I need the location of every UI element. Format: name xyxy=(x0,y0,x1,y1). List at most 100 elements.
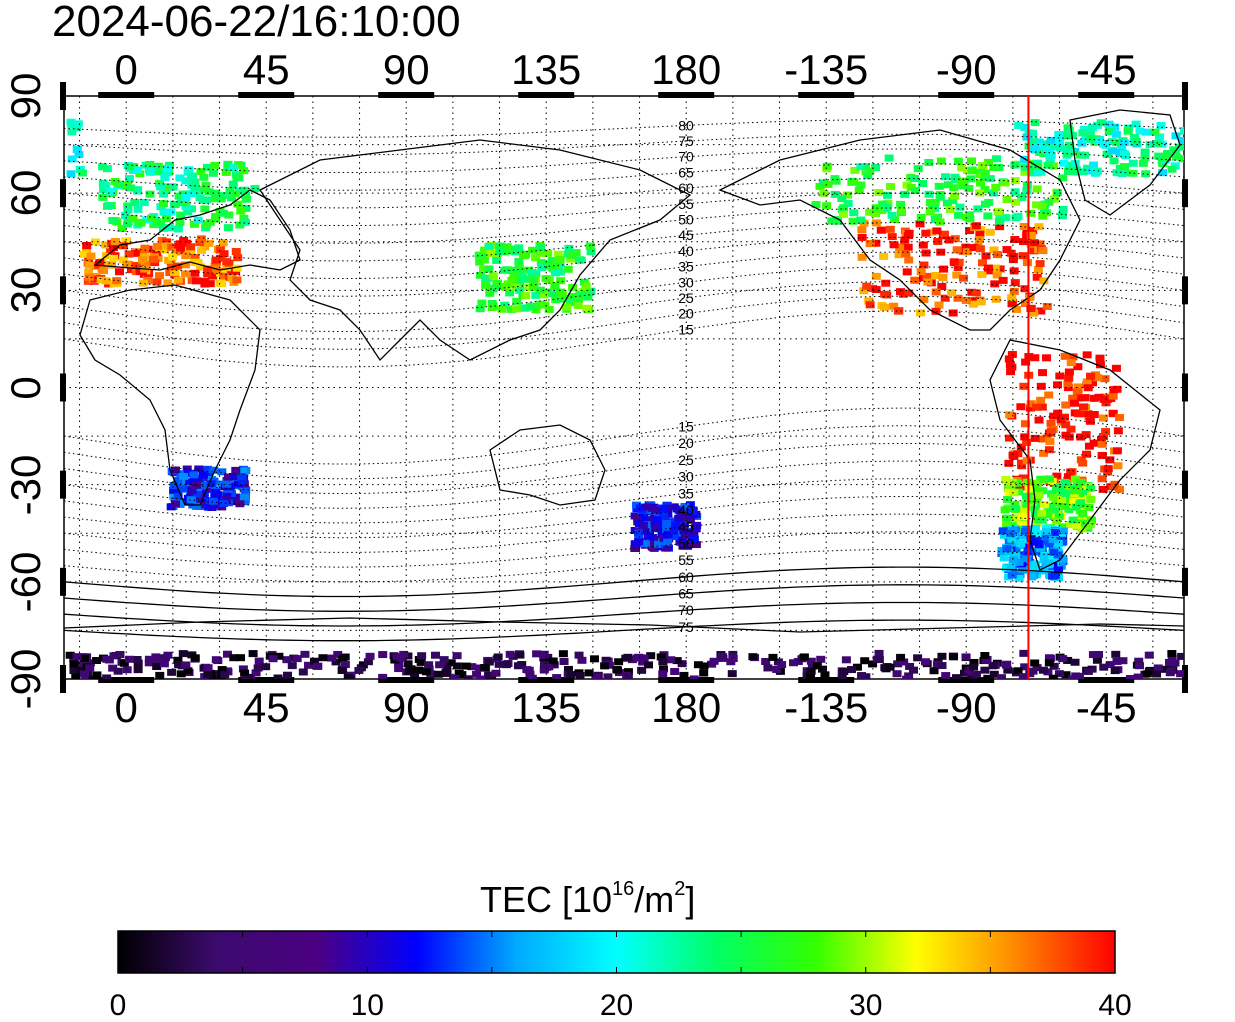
tec-cell xyxy=(656,653,666,661)
mag-label-south: 30 xyxy=(678,469,694,485)
tec-cell xyxy=(1018,520,1028,528)
tec-cell xyxy=(1056,416,1066,424)
tec-cell xyxy=(138,279,148,287)
bottom-lon-tick-3: 135 xyxy=(511,684,582,731)
mag-contour xyxy=(64,281,1184,332)
tec-cell xyxy=(223,160,233,168)
tec-cell xyxy=(857,672,867,679)
tec-cell xyxy=(1049,493,1059,501)
tec-cell xyxy=(399,650,409,658)
tec-cell xyxy=(239,493,249,501)
tec-cell xyxy=(1153,140,1163,148)
tec-cell xyxy=(1068,394,1078,402)
tec-cell xyxy=(918,241,928,249)
bottom-axis-bar xyxy=(518,677,575,683)
tec-cell xyxy=(119,659,129,667)
tec-cell xyxy=(1015,571,1025,579)
tec-cell xyxy=(145,160,155,168)
tec-cell xyxy=(1109,386,1119,394)
tec-cell xyxy=(1119,163,1129,171)
tec-cell xyxy=(548,657,558,665)
top-axis-bar xyxy=(798,92,855,98)
tec-cell xyxy=(414,666,424,674)
top-lon-tick-2: 90 xyxy=(382,46,430,93)
mag-contour xyxy=(64,584,1184,612)
tec-cell xyxy=(1039,476,1049,484)
mag-label-south: 65 xyxy=(678,585,694,601)
tec-cell xyxy=(241,195,251,203)
tec-cell xyxy=(689,675,699,679)
tec-cell xyxy=(1097,475,1107,483)
tec-cell xyxy=(1020,433,1030,441)
tec-cell xyxy=(152,242,162,250)
tec-cell xyxy=(999,531,1009,539)
tec-cell xyxy=(1016,403,1026,411)
tec-cell xyxy=(913,165,923,173)
tec-cell xyxy=(841,656,851,664)
tec-region-antarctica xyxy=(65,649,1184,679)
tec-cell xyxy=(88,675,98,679)
tec-cell xyxy=(238,467,248,475)
tec-cell xyxy=(232,264,242,272)
tec-cell xyxy=(1095,354,1105,362)
tec-cell xyxy=(989,164,999,172)
tec-cell xyxy=(1030,434,1040,442)
tec-cell xyxy=(1046,136,1056,144)
tec-cell xyxy=(210,161,220,169)
magnetic-latitude-contours: 8075706560555045403530252015152025303540… xyxy=(64,117,1184,642)
tec-cell xyxy=(699,669,709,677)
tec-cell xyxy=(135,170,145,178)
tec-cell xyxy=(414,656,424,664)
tec-cell xyxy=(994,163,1004,171)
tec-cell xyxy=(1010,198,1020,206)
tec-cell xyxy=(92,671,102,679)
tec-cell xyxy=(916,268,926,276)
tec-cell xyxy=(1108,147,1118,155)
tec-cell xyxy=(761,657,771,665)
tec-cell xyxy=(90,275,100,283)
tec-cell xyxy=(1028,538,1038,546)
tec-cell xyxy=(1049,162,1059,170)
tec-cell xyxy=(96,276,106,284)
tec-cell xyxy=(241,191,251,199)
tec-cell xyxy=(1054,130,1064,138)
tec-cell xyxy=(528,246,538,254)
tec-cell xyxy=(935,193,945,201)
tec-cell xyxy=(837,206,847,214)
tec-cell xyxy=(481,281,491,289)
tec-cell xyxy=(1128,159,1138,167)
tec-cell xyxy=(1055,372,1065,380)
tec-cell xyxy=(963,166,973,174)
tec-cell xyxy=(830,190,840,198)
tec-cell xyxy=(933,237,943,245)
timestamp: 2024-06-22/16:10:00 xyxy=(52,0,461,46)
tec-cell xyxy=(1117,170,1127,178)
tec-cell xyxy=(1037,403,1047,411)
tec-cell xyxy=(189,471,199,479)
tec-cell xyxy=(239,186,249,194)
tec-cell xyxy=(650,525,660,533)
tec-cell xyxy=(1078,168,1088,176)
tec-cell xyxy=(208,272,218,280)
tec-cell xyxy=(536,259,546,267)
tec-cell xyxy=(661,544,671,552)
tec-cell xyxy=(476,675,486,679)
tec-cell xyxy=(816,655,826,663)
tec-cell xyxy=(160,246,170,254)
tec-cell xyxy=(1113,427,1123,435)
tec-cell xyxy=(1110,123,1120,131)
tec-cell xyxy=(186,249,196,257)
tec-cell xyxy=(1037,202,1047,210)
tec-cell xyxy=(1004,355,1014,363)
tec-cell xyxy=(133,166,143,174)
tec-cell xyxy=(200,185,210,193)
tec-cell xyxy=(192,490,202,498)
colorbar-tick-2: 20 xyxy=(599,989,634,1022)
tec-cell xyxy=(1044,198,1054,206)
tec-cell xyxy=(152,663,162,671)
tec-cell xyxy=(235,221,245,229)
tec-cell xyxy=(174,661,184,669)
tec-cell xyxy=(112,277,122,285)
tec-cell xyxy=(211,482,221,490)
tec-cell xyxy=(1044,446,1054,454)
